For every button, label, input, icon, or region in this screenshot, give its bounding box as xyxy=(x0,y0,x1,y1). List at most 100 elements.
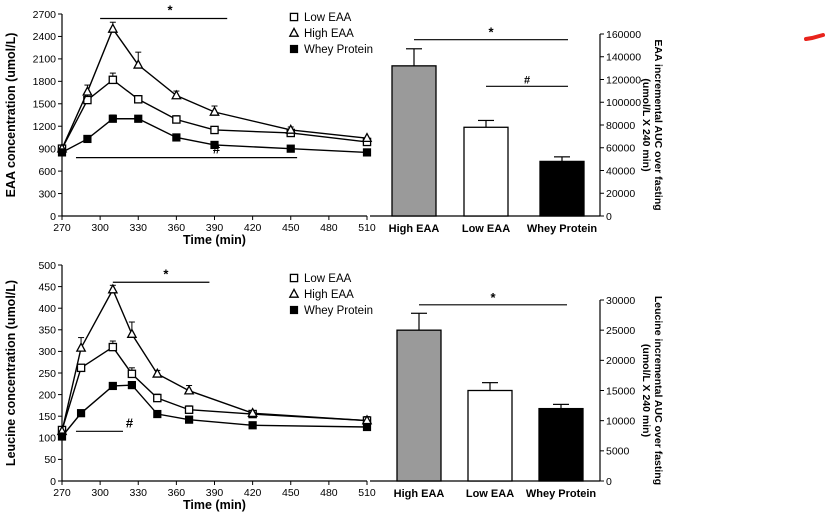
y-tick-label: 2700 xyxy=(33,9,57,21)
data-point xyxy=(172,133,181,142)
data-point xyxy=(362,422,372,432)
y-tick-label: 140000 xyxy=(606,52,641,64)
legend-marker xyxy=(288,288,300,298)
data-point xyxy=(134,114,143,123)
y-tick-label: 150 xyxy=(38,411,56,423)
legend-marker xyxy=(289,12,299,22)
y-axis-title-line1: EAA incremental AUC over fasting xyxy=(652,39,664,210)
data-point xyxy=(171,89,182,100)
x-tick-label: 450 xyxy=(282,222,300,234)
y-tick-label: 0 xyxy=(606,476,612,488)
data-point xyxy=(132,58,144,69)
data-point xyxy=(126,328,138,338)
series-line xyxy=(61,27,368,149)
data-point xyxy=(83,134,92,144)
significance-label: * xyxy=(490,290,496,305)
data-point xyxy=(57,432,67,441)
y-tick-label: 60000 xyxy=(606,143,635,155)
data-point xyxy=(127,369,137,379)
y-tick-label: 1800 xyxy=(33,76,57,88)
series-line xyxy=(61,384,368,437)
legend-label: High EAA xyxy=(304,28,354,40)
series-whey-protein xyxy=(57,114,372,157)
x-tick-label: 330 xyxy=(129,487,147,499)
red-pen-mark xyxy=(804,33,825,41)
y-tick-label: 300 xyxy=(38,346,56,358)
eaa-line-chart: 0 300 600 900 1200 1500 1800 2100 2400 2700 270 300… xyxy=(4,2,376,247)
y-tick-label: 2400 xyxy=(33,31,57,43)
y-tick-label: 450 xyxy=(38,281,56,293)
y-tick-label: 0 xyxy=(50,476,56,488)
x-tick-label: 300 xyxy=(91,487,109,499)
y-axis-title: Leucine concentration (umol/L) xyxy=(4,280,18,466)
y-tick-label: 160000 xyxy=(606,29,641,41)
bar-low-eaa xyxy=(463,126,509,217)
series-high-eaa xyxy=(56,21,373,153)
bar-low-eaa xyxy=(467,389,513,482)
y-tick-label: 120000 xyxy=(606,74,641,86)
x-tick-label: 390 xyxy=(206,222,224,234)
y-tick-label: 100000 xyxy=(606,97,641,109)
category-label: Whey Protein xyxy=(527,223,598,235)
y-tick-label: 5000 xyxy=(606,446,630,458)
y-axis-title: Leucine incremental AUC over fasting(umo… xyxy=(640,296,664,485)
y-tick-label: 15000 xyxy=(606,385,635,397)
data-point xyxy=(76,363,86,373)
x-tick-label: 510 xyxy=(358,222,376,234)
y-tick-label: 1200 xyxy=(33,121,57,133)
legend-label: Whey Protein xyxy=(304,44,373,56)
data-point xyxy=(108,75,118,85)
data-point xyxy=(153,409,162,419)
series-whey-protein xyxy=(57,380,372,441)
leu-auc-chart: 0 5000 10000 15000 20000 25000 30000 High EAA Lo… xyxy=(370,290,664,500)
category-label: Low EAA xyxy=(466,488,514,500)
data-point xyxy=(210,140,219,150)
legend-label: Low EAA xyxy=(304,12,352,24)
data-point xyxy=(133,95,143,104)
data-point xyxy=(75,341,87,352)
legend-marker xyxy=(288,27,300,37)
y-tick-label: 400 xyxy=(38,303,56,315)
series-low-eaa xyxy=(57,340,372,435)
y-tick-label: 40000 xyxy=(606,165,635,177)
x-tick-label: 480 xyxy=(320,222,338,234)
significance-label: * xyxy=(488,25,494,40)
y-tick-label: 20000 xyxy=(606,188,635,200)
y-tick-label: 30000 xyxy=(606,295,635,307)
y-tick-label: 900 xyxy=(38,143,56,155)
series-line xyxy=(61,288,368,432)
data-point xyxy=(57,148,67,157)
data-point xyxy=(247,407,258,418)
y-axis-title-line2: (umol/L X 240 min) xyxy=(640,78,652,171)
data-point xyxy=(184,415,194,424)
bar-whey-protein xyxy=(538,407,584,482)
data-point xyxy=(362,148,372,157)
legend-label: High EAA xyxy=(304,289,354,301)
x-axis-title: Time (min) xyxy=(183,498,246,512)
x-tick-label: 270 xyxy=(53,487,71,499)
legend-label: Whey Protein xyxy=(304,305,373,317)
significance-label: # xyxy=(524,74,530,86)
significance-label: * xyxy=(167,2,173,17)
y-tick-label: 0 xyxy=(50,211,56,223)
y-tick-label: 200 xyxy=(38,389,56,401)
y-tick-label: 80000 xyxy=(606,120,635,132)
data-point xyxy=(108,381,117,391)
legend-marker xyxy=(289,305,299,315)
data-point xyxy=(184,405,194,414)
significance-label: # xyxy=(213,142,221,157)
x-tick-label: 330 xyxy=(129,222,147,234)
x-axis-title: Time (min) xyxy=(183,233,246,247)
legend-marker xyxy=(289,273,299,283)
legend-marker xyxy=(289,44,299,54)
y-tick-label: 1500 xyxy=(33,99,57,111)
data-point xyxy=(285,123,297,134)
data-point xyxy=(248,421,257,430)
y-tick-label: 50 xyxy=(44,454,56,466)
legend-label: Low EAA xyxy=(304,273,352,285)
y-tick-label: 20000 xyxy=(606,355,635,367)
y-tick-label: 25000 xyxy=(606,325,635,337)
y-axis-title: EAA incremental AUC over fasting(umol/L … xyxy=(640,39,664,210)
bar-whey-protein xyxy=(539,160,585,217)
